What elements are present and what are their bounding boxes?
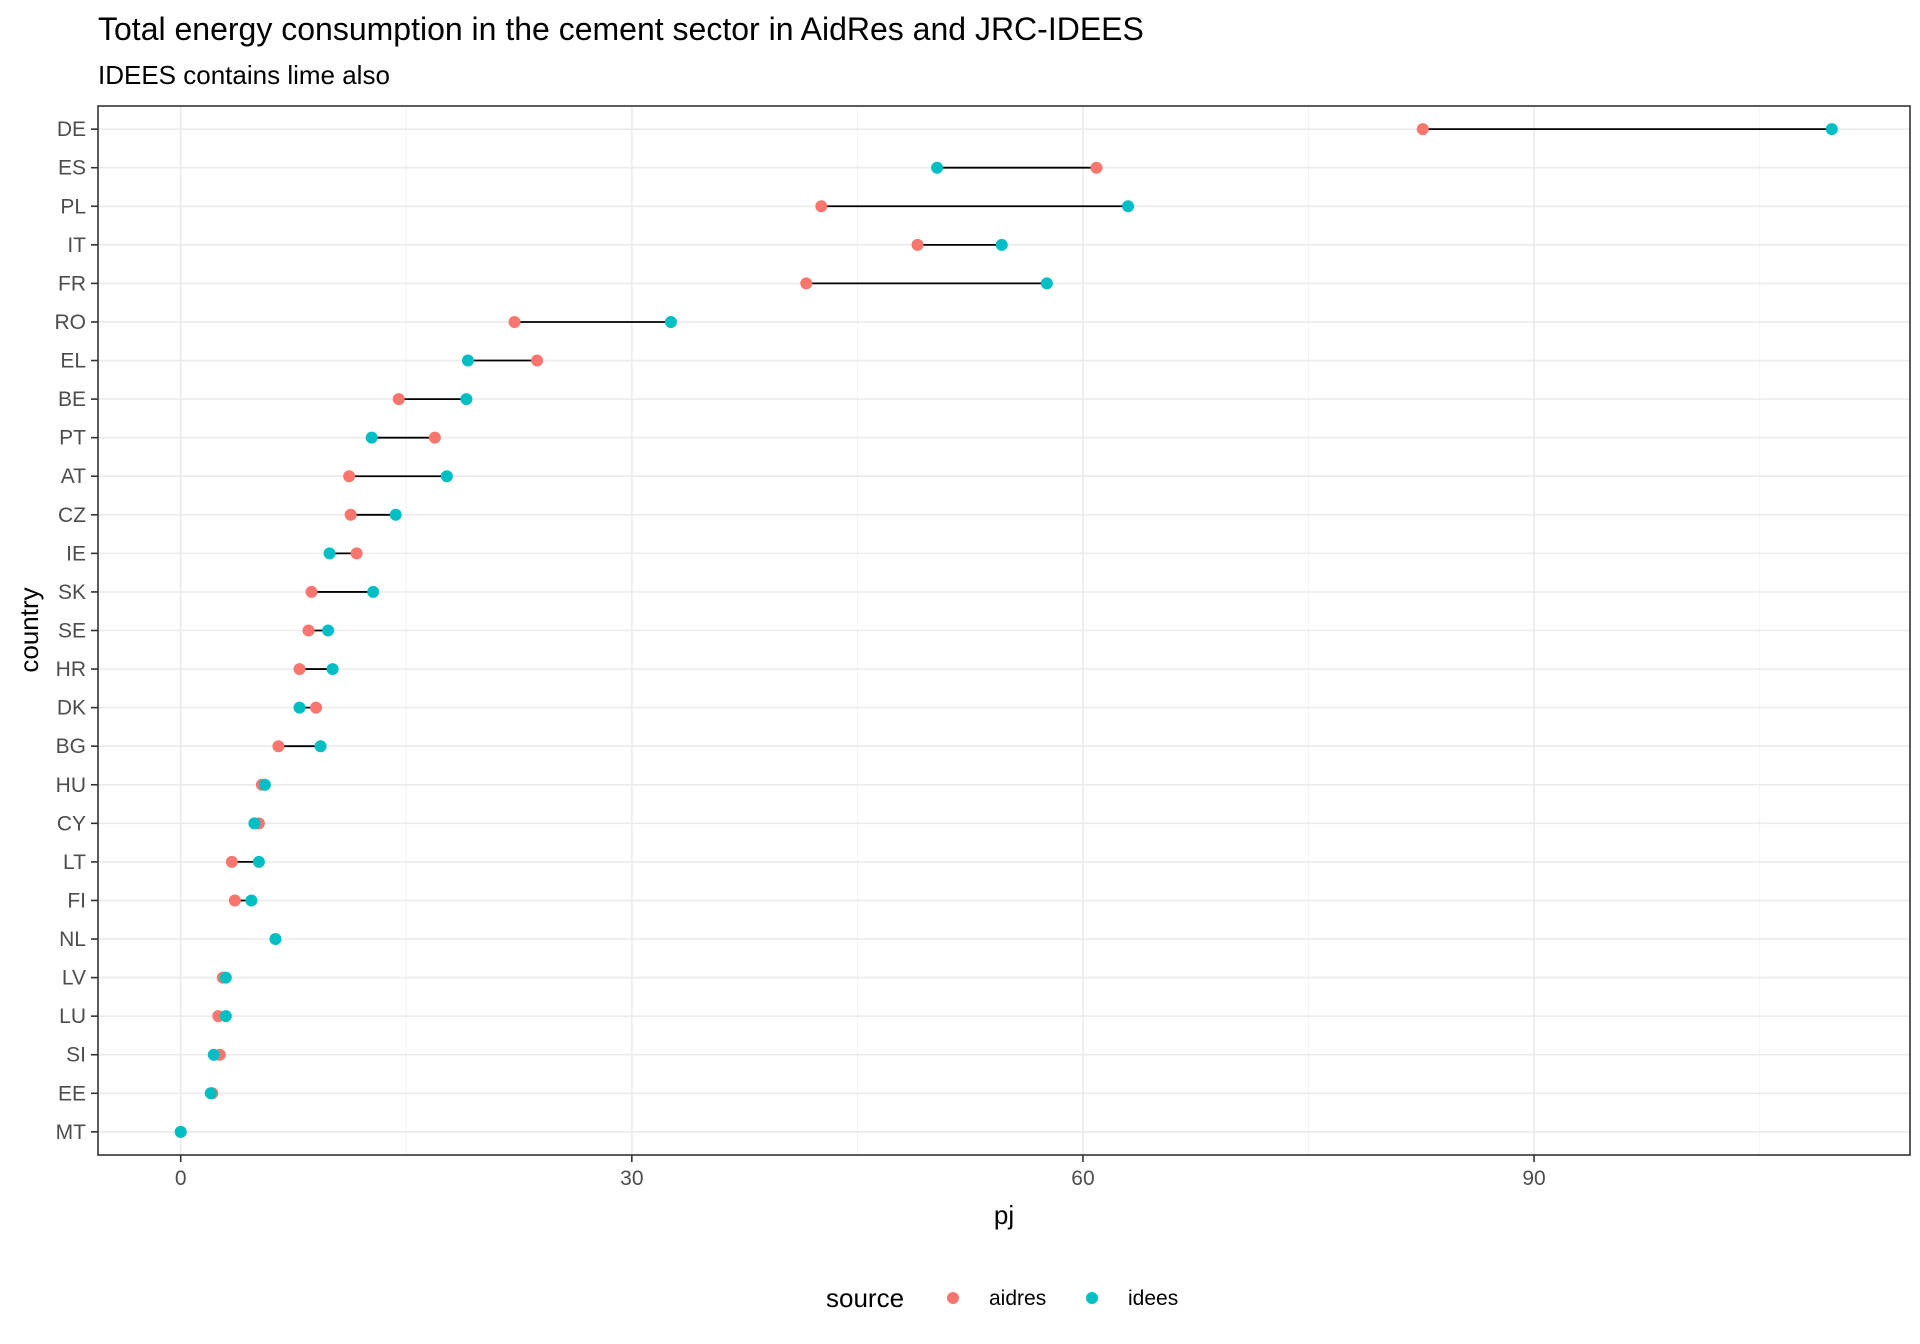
y-tick-label-HU: HU — [56, 774, 86, 797]
point-aidres-DK — [310, 701, 323, 714]
point-aidres-BE — [392, 393, 405, 406]
point-aidres-FR — [800, 277, 813, 290]
point-aidres-IE — [350, 547, 363, 560]
y-tick-label-SE: SE — [58, 620, 86, 643]
y-tick-label-SK: SK — [58, 581, 86, 604]
y-tick-label-PL: PL — [60, 195, 86, 218]
point-aidres-SK — [305, 585, 318, 598]
x-tick-label-3: 90 — [1522, 1167, 1545, 1190]
point-aidres-PT — [428, 431, 441, 444]
point-idees-EL — [461, 354, 474, 367]
point-idees-PT — [365, 431, 378, 444]
y-tick-label-PT: PT — [59, 427, 86, 450]
point-idees-BG — [314, 740, 327, 753]
grid — [98, 106, 1910, 1155]
y-tick-label-AT: AT — [61, 465, 86, 488]
point-idees-BE — [460, 393, 473, 406]
point-idees-DE — [1825, 123, 1838, 136]
y-axis-title: country — [14, 587, 44, 672]
legend-label-aidres: aidres — [989, 1287, 1046, 1310]
y-tick-label-ES: ES — [58, 157, 86, 180]
legend-label-idees: idees — [1128, 1287, 1178, 1310]
y-tick-label-CY: CY — [57, 812, 86, 835]
point-idees-FI — [245, 894, 258, 907]
point-idees-DK — [293, 701, 306, 714]
chart-title: Total energy consumption in the cement s… — [98, 11, 1144, 47]
point-idees-ES — [931, 161, 944, 174]
point-aidres-LT — [225, 855, 238, 868]
point-idees-PL — [1122, 200, 1135, 213]
point-aidres-CZ — [344, 508, 357, 521]
y-tick-label-RO: RO — [55, 311, 87, 334]
point-idees-FR — [1040, 277, 1053, 290]
y-axis: DE ES PL IT FR RO EL BE PT AT CZ IE SK SE HR DK BG HU CY LT… — [55, 118, 98, 1144]
points — [174, 123, 1838, 1138]
y-tick-label-MT: MT — [56, 1121, 86, 1144]
x-axis-title: pj — [994, 1200, 1014, 1230]
y-tick-label-IT: IT — [67, 234, 86, 257]
point-idees-LT — [252, 855, 265, 868]
y-tick-label-IE: IE — [66, 542, 86, 565]
x-tick-label-2: 60 — [1071, 1167, 1094, 1190]
point-aidres-BG — [272, 740, 285, 753]
point-idees-EE — [204, 1087, 217, 1100]
point-idees-HU — [258, 778, 271, 791]
point-aidres-SE — [302, 624, 315, 637]
point-aidres-IT — [911, 238, 924, 251]
legend: source aidres idees — [826, 1283, 1178, 1313]
y-tick-label-FI: FI — [67, 889, 86, 912]
point-aidres-AT — [343, 470, 356, 483]
y-tick-label-EL: EL — [60, 350, 86, 373]
point-idees-CY — [248, 817, 261, 830]
y-tick-label-EE: EE — [58, 1082, 86, 1105]
legend-title: source — [826, 1283, 904, 1313]
point-aidres-DE — [1416, 123, 1429, 136]
point-aidres-HR — [293, 663, 306, 676]
point-idees-LU — [219, 1010, 232, 1023]
point-idees-IT — [995, 238, 1008, 251]
point-idees-MT — [174, 1125, 187, 1138]
y-tick-label-FR: FR — [58, 272, 86, 295]
y-tick-label-BE: BE — [58, 388, 86, 411]
y-tick-label-NL: NL — [59, 928, 86, 951]
point-idees-AT — [440, 470, 453, 483]
y-tick-label-DE: DE — [57, 118, 86, 141]
point-idees-HR — [326, 663, 339, 676]
point-idees-SE — [322, 624, 335, 637]
point-aidres-ES — [1090, 161, 1103, 174]
point-idees-CZ — [389, 508, 402, 521]
point-aidres-EL — [531, 354, 544, 367]
y-tick-label-SI: SI — [66, 1044, 86, 1067]
point-aidres-PL — [815, 200, 828, 213]
y-tick-label-CZ: CZ — [58, 504, 86, 527]
y-tick-label-HR: HR — [56, 658, 86, 681]
point-idees-IE — [323, 547, 336, 560]
point-idees-SI — [207, 1048, 220, 1061]
y-tick-label-BG: BG — [56, 735, 86, 758]
legend-key-idees — [1086, 1292, 1098, 1304]
point-idees-LV — [219, 971, 232, 984]
legend-key-aidres — [947, 1292, 959, 1304]
point-idees-SK — [367, 585, 380, 598]
point-aidres-FI — [228, 894, 241, 907]
y-tick-label-DK: DK — [57, 697, 86, 720]
chart-subtitle: IDEES contains lime also — [98, 60, 390, 90]
x-axis: 0 30 60 90 — [175, 1155, 1546, 1190]
y-tick-label-LT: LT — [63, 851, 86, 874]
point-idees-RO — [664, 315, 677, 328]
y-tick-label-LU: LU — [59, 1005, 86, 1028]
point-idees-NL — [269, 933, 282, 946]
point-aidres-RO — [508, 315, 521, 328]
y-tick-label-LV: LV — [62, 967, 86, 990]
x-tick-label-1: 30 — [620, 1167, 643, 1190]
x-tick-label-0: 0 — [175, 1167, 187, 1190]
